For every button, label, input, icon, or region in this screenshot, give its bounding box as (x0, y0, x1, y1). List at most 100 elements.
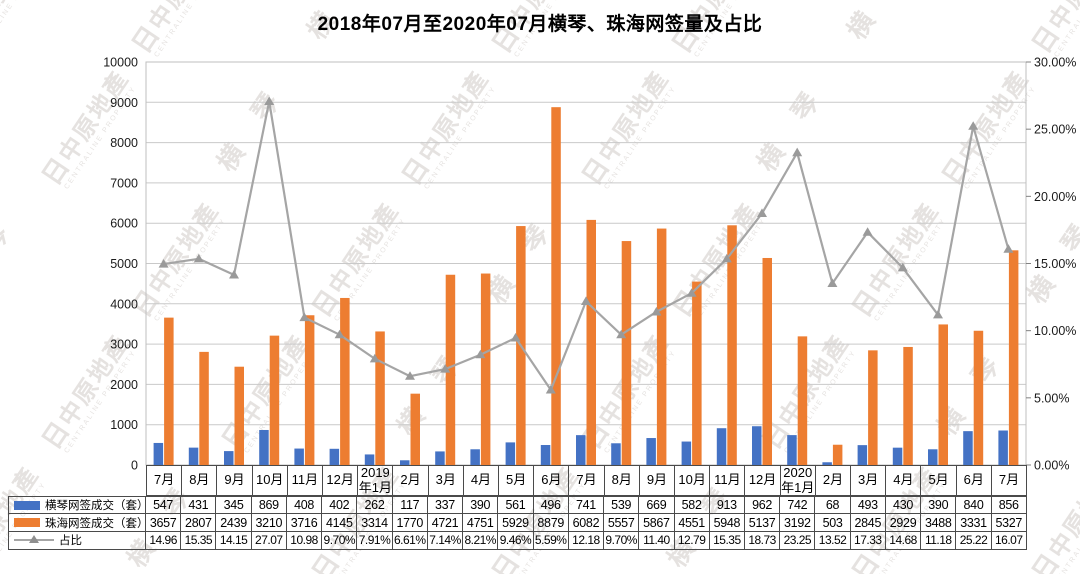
value-cell: 14.96 (146, 531, 182, 549)
value-cell: 493 (851, 497, 886, 514)
value-cell: 4721 (428, 514, 464, 531)
value-cell: 856 (998, 498, 1019, 513)
svg-text:0.00%: 0.00% (1034, 459, 1069, 473)
svg-text:6000: 6000 (110, 217, 138, 231)
svg-text:10.00%: 10.00% (1034, 324, 1076, 338)
svg-text:0: 0 (131, 459, 138, 473)
svg-text:8000: 8000 (110, 136, 138, 150)
value-cell: 3488 (921, 514, 957, 531)
value-cell: 840 (956, 497, 992, 514)
value-cell: 15.35 (181, 531, 217, 549)
value-cell: 741 (569, 497, 605, 514)
month-header-cell: 7月 (569, 466, 605, 495)
value-cell: 547 (146, 497, 182, 514)
legend-label: 珠海网签成交（套） (45, 517, 149, 530)
value-cell: 5948 (710, 514, 745, 531)
value-cell: 496 (534, 497, 569, 514)
svg-text:1000: 1000 (110, 418, 138, 432)
svg-text:10000: 10000 (103, 56, 138, 70)
value-cell: 337 (428, 497, 464, 514)
value-cell: 582 (675, 497, 710, 514)
value-cell: 742 (780, 497, 816, 514)
table-row: 横琴网签成交（套） 547 431 345 869 408 402 262 117 337 390 5… (9, 497, 1026, 515)
value-cell: 390 (921, 497, 957, 514)
ratio-line (158, 96, 1014, 394)
value-cell: 4751 (463, 514, 499, 531)
value-cell: 15.35 (710, 531, 745, 549)
ratio-marker-glyph (29, 535, 39, 544)
legend-label: 横琴网签成交（套） (45, 500, 149, 513)
month-header-cell: 2月 (393, 466, 429, 495)
value-cell: 18.73 (745, 531, 781, 549)
value-cell: 5327 (995, 515, 1023, 530)
value-cell: 3210 (252, 514, 287, 531)
svg-text:4000: 4000 (110, 297, 138, 311)
month-header-cell: 3月 (429, 466, 464, 495)
value-cell: 10.98 (287, 531, 323, 549)
value-cell: 669 (639, 497, 675, 514)
month-header-cell: 7月 (147, 466, 183, 495)
month-header-cell: 2020年1月 (781, 464, 816, 495)
left-axis-labels: 0 1000 2000 3000 4000 5000 6000 7000 8000 9000 100… (103, 56, 138, 473)
month-header-cell: 10月 (253, 466, 288, 495)
value-cell: 5557 (604, 514, 640, 531)
svg-text:9000: 9000 (110, 96, 138, 110)
svg-text:15.00%: 15.00% (1034, 257, 1076, 271)
month-header-cell: 4月 (886, 466, 922, 495)
value-cell: 345 (216, 497, 252, 514)
month-header-cell: 8月 (182, 466, 218, 495)
value-cell: 262 (357, 497, 393, 514)
month-header-cell: 3月 (851, 466, 887, 495)
month-header-cell: 5月 (921, 466, 957, 495)
month-header-cell: 2019年1月 (358, 464, 394, 495)
value-cell: 408 (287, 497, 323, 514)
value-cell: 503 (815, 514, 851, 531)
month-header-row: 7月 8月 9月 10月 11月 12月 2019年1月 2月 3月 4月 5月 6月 7月 8月 9月 10… (146, 465, 1027, 496)
value-cell: 5137 (745, 514, 781, 531)
gridlines (146, 101, 1026, 426)
month-header-cell: 5月 (499, 466, 535, 495)
value-cell: 13.52 (815, 531, 851, 549)
month-header-cell: 7月 (998, 472, 1020, 488)
value-cell: 7.91% (357, 531, 393, 549)
value-cell: 12.79 (675, 531, 710, 549)
value-cell: 16.07 (994, 532, 1023, 547)
month-header-cell: 12月 (323, 466, 359, 495)
value-cell: 5867 (639, 514, 675, 531)
month-header-cell: 10月 (675, 466, 711, 495)
month-header-cell: 11月 (710, 466, 746, 495)
value-cell: 9.70% (604, 531, 640, 549)
value-cell: 9.46% (498, 531, 534, 549)
value-cell: 561 (498, 497, 534, 514)
value-cell: 3331 (956, 514, 992, 531)
value-cell: 962 (745, 497, 781, 514)
value-cell: 3192 (780, 514, 816, 531)
value-cell: 11.40 (639, 531, 675, 549)
month-header-cell: 9月 (640, 466, 676, 495)
month-header-cell: 9月 (217, 466, 253, 495)
svg-text:25.00%: 25.00% (1034, 123, 1076, 137)
svg-text:5000: 5000 (110, 257, 138, 271)
value-cell: 402 (322, 497, 358, 514)
ratio-line-swatch (14, 535, 54, 545)
right-axis-labels: 0.00% 5.00% 10.00% 15.00% 20.00% 25.00% 30.00% (1026, 56, 1076, 473)
month-header-cell: 6月 (534, 466, 570, 495)
month-header-cell: 4月 (464, 466, 500, 495)
table-body: 横琴网签成交（套） 547 431 345 869 408 402 262 117 337 390 5… (8, 496, 1027, 550)
value-cell: 3716 (287, 514, 323, 531)
value-cell: 6.61% (393, 531, 428, 549)
value-cell: 8879 (534, 514, 569, 531)
value-cell: 7.14% (428, 531, 464, 549)
value-cell: 1770 (393, 514, 428, 531)
value-cell: 8.21% (463, 531, 499, 549)
value-cell: 913 (710, 497, 745, 514)
value-cell: 869 (252, 497, 287, 514)
legend-item-zhuhai: 珠海网签成交（套） (9, 514, 149, 531)
value-cell: 12.18 (569, 531, 605, 549)
value-cell: 25.22 (956, 531, 992, 549)
value-cell: 2439 (216, 514, 252, 531)
table-row: 珠海网签成交（套） 3657 2807 2439 3210 3716 4145 3314 177… (9, 514, 1026, 532)
value-cell: 431 (181, 497, 217, 514)
value-cell: 539 (604, 497, 640, 514)
